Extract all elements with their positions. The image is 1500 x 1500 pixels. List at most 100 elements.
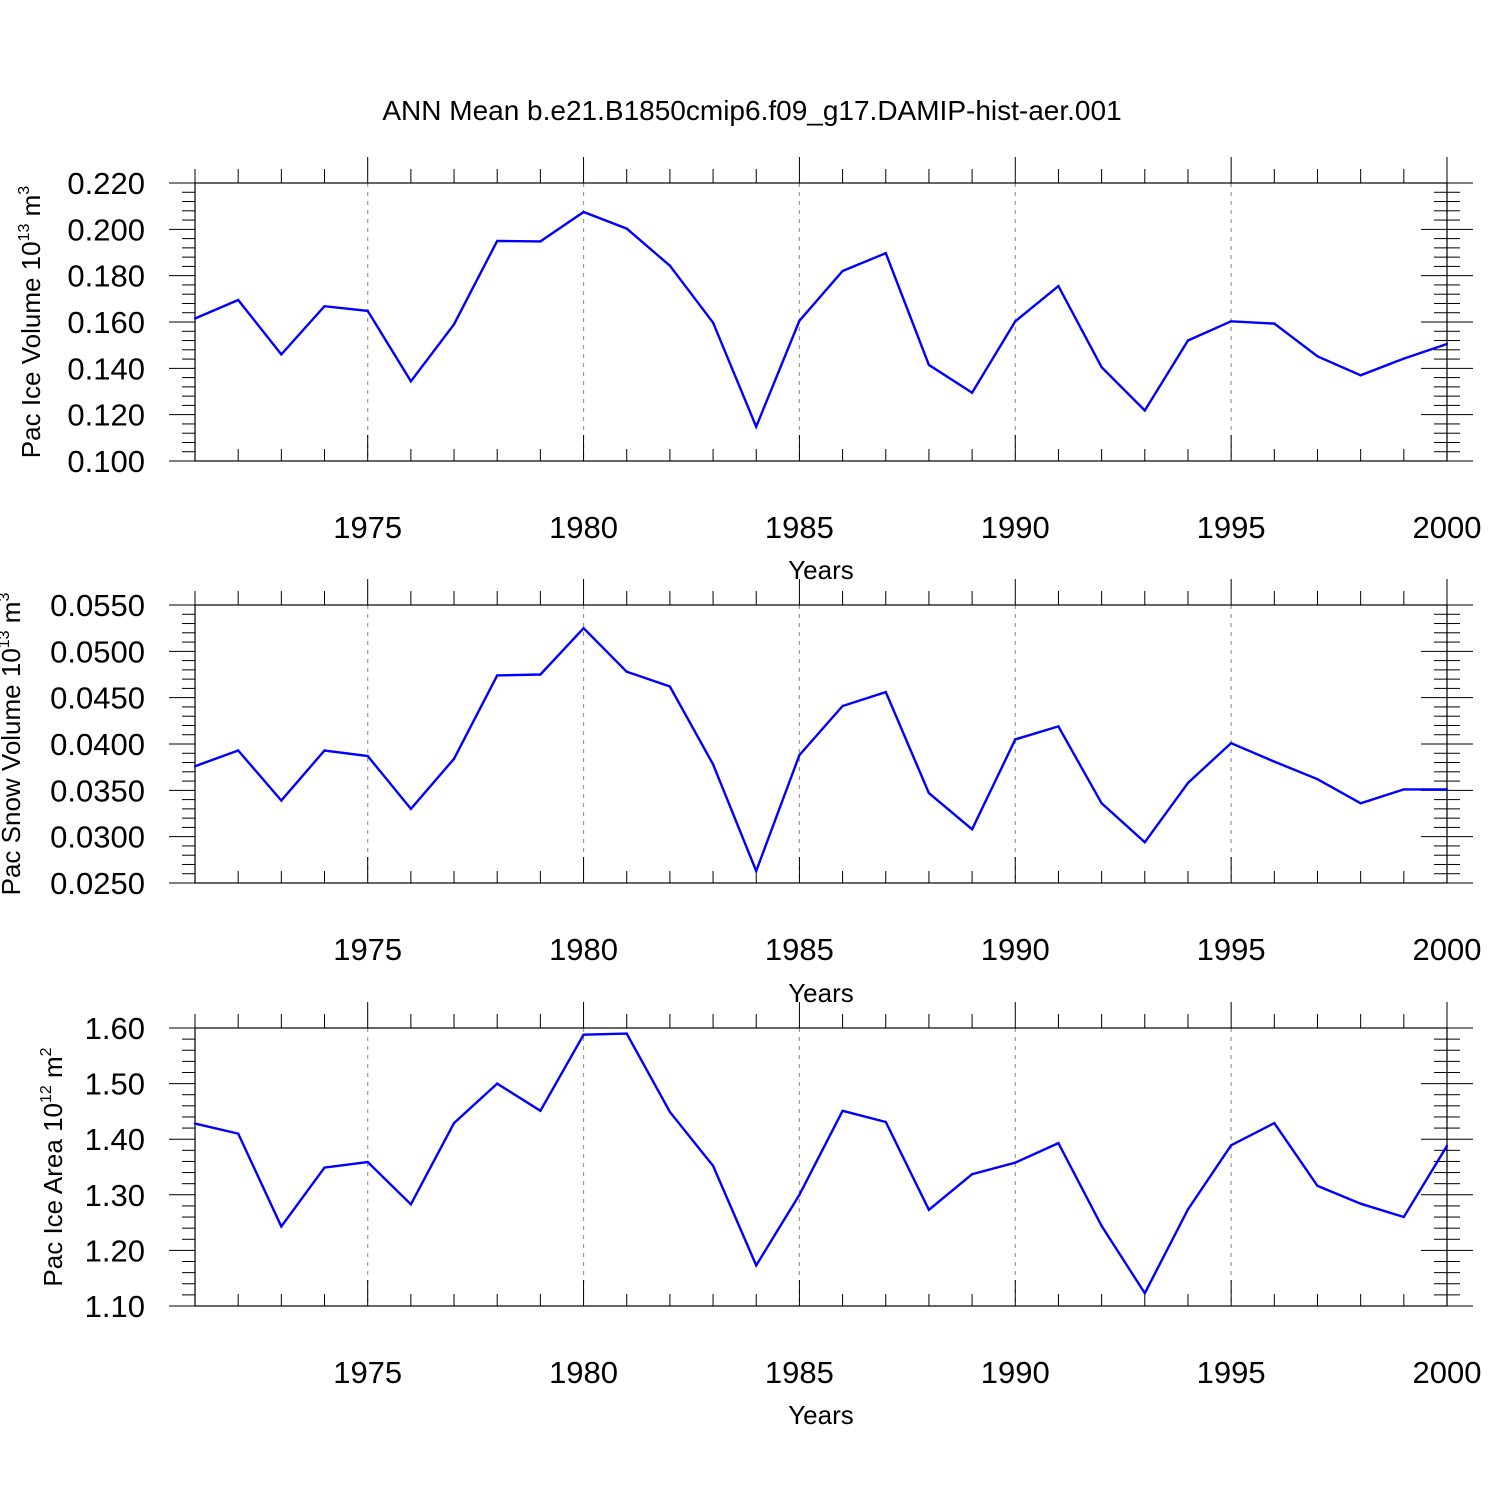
snow-volume-data-point [927, 791, 931, 795]
ice-volume-data-point [1273, 322, 1276, 325]
ice-volume-series-line [194, 210, 1448, 430]
ice-area-data-point [1057, 1141, 1060, 1145]
ice-volume-data-point [193, 317, 197, 320]
ice-area-data-point [323, 1166, 326, 1169]
ice-volume-data-point [1014, 320, 1017, 323]
ice-area-xtick-label: 1980 [549, 1355, 618, 1390]
snow-volume-data-point [366, 754, 369, 758]
snow-volume-data-point [1316, 778, 1319, 781]
ice-area-data-point [841, 1109, 844, 1113]
ice-volume-data-point [1445, 342, 1449, 346]
ice-volume-data-point [1057, 284, 1060, 288]
ice-volume-panel: 1975 1980 1985 1990 1995 2000 0.100 0.120 0.140 0… [16, 157, 1481, 585]
ice-volume-data-point [970, 391, 974, 394]
ice-area-data-point [798, 1193, 801, 1197]
snow-volume-data-point [755, 869, 758, 873]
ice-area-data-point [625, 1032, 628, 1035]
snow-volume-ytick-label: 0.0500 [50, 634, 145, 669]
snow-volume-data-point [539, 673, 542, 676]
ice-area-data-point [1273, 1121, 1276, 1125]
snow-volume-xtick-label: 1980 [549, 932, 618, 967]
ice-area-xlabel: Years [788, 1400, 854, 1430]
snow-volume-data-point [496, 674, 499, 677]
snow-volume-data-point [1445, 788, 1449, 791]
ice-volume-xtick-label: 2000 [1413, 510, 1482, 545]
ice-volume-data-point [323, 305, 326, 308]
ice-volume-ytick-label: 0.160 [67, 305, 145, 340]
snow-volume-data-point [711, 763, 715, 766]
ice-area-xtick-label: 1985 [765, 1355, 834, 1390]
snow-volume-data-point [1100, 802, 1103, 805]
ice-volume-ytick-label: 0.120 [67, 398, 145, 433]
ice-area-data-point [1445, 1144, 1449, 1148]
ice-area-data-point [711, 1164, 715, 1168]
snow-volume-data-point [452, 757, 456, 761]
ice-area-ytick-label: 1.30 [85, 1178, 145, 1213]
snow-volume-data-point [193, 765, 197, 768]
ice-area-data-point [582, 1033, 585, 1036]
ice-area-data-point [884, 1120, 887, 1124]
ice-volume-data-point [1359, 374, 1362, 377]
ice-area-ytick-label: 1.60 [85, 1011, 145, 1046]
snow-volume-panel: 1975 1980 1985 1990 1995 2000 0.0250 0.0300 0.03… [0, 579, 1481, 1008]
snow-volume-ytick-label: 0.0250 [50, 866, 145, 901]
ice-area-data-point [1229, 1144, 1233, 1147]
ice-volume-data-point [582, 210, 585, 214]
ice-area-data-point [668, 1110, 672, 1114]
ice-volume-data-point [1100, 365, 1103, 369]
ice-volume-data-point [711, 321, 715, 324]
ice-volume-xtick-label: 1990 [981, 510, 1050, 545]
ice-volume-ytick-label: 0.140 [67, 351, 145, 386]
ice-area-data-point [366, 1160, 369, 1164]
ice-volume-xtick-label: 1980 [549, 510, 618, 545]
ice-area-data-point [1100, 1224, 1103, 1228]
ice-area-data-point [970, 1173, 974, 1176]
snow-volume-data-point [280, 799, 283, 802]
snow-volume-data-point [323, 749, 326, 752]
snow-volume-ytick-label: 0.0300 [50, 820, 145, 855]
ice-area-xtick-label: 1990 [981, 1355, 1050, 1390]
ice-volume-data-point [1186, 339, 1190, 342]
ice-volume-ylabel: Pac Ice Volume 1013 m3 [16, 186, 46, 459]
ice-area-xtick-label: 1995 [1197, 1355, 1266, 1390]
ice-volume-xtick-label: 1975 [333, 510, 402, 545]
snow-volume-ytick-label: 0.0350 [50, 773, 145, 808]
ice-area-ytick-label: 1.40 [85, 1122, 145, 1157]
ice-area-data-point [1143, 1292, 1146, 1295]
snow-volume-data-point [1143, 841, 1146, 844]
ice-area-ytick-label: 1.10 [85, 1289, 145, 1324]
ice-volume-ytick-label: 0.220 [67, 166, 145, 201]
ice-volume-data-point [366, 309, 369, 313]
snow-volume-data-point [582, 626, 585, 630]
ice-area-data-point [1014, 1161, 1017, 1164]
snow-volume-xlabel: Years [788, 978, 854, 1008]
ice-volume-data-point [236, 298, 240, 302]
ice-volume-data-point [280, 353, 283, 356]
ice-area-ylabel: Pac Ice Area 1012 m2 [38, 1047, 68, 1286]
ice-volume-data-point [798, 319, 801, 323]
ice-area-ytick-label: 1.50 [85, 1067, 145, 1102]
ice-area-ytick-label: 1.20 [85, 1233, 145, 1268]
ice-area-xtick-label: 2000 [1413, 1355, 1482, 1390]
ice-area-data-point [1316, 1184, 1319, 1188]
snow-volume-data-point [1402, 788, 1406, 791]
snow-volume-series-line [194, 626, 1447, 875]
ice-volume-ytick-label: 0.100 [67, 444, 145, 479]
snow-volume-data-point [409, 807, 413, 811]
ice-volume-data-point [927, 363, 931, 367]
snow-volume-data-point [884, 690, 887, 694]
snow-volume-data-point [1359, 802, 1362, 805]
snow-volume-xtick-label: 1975 [333, 932, 402, 967]
snow-volume-data-point [841, 704, 844, 708]
ice-area-data-point [1359, 1202, 1362, 1205]
ice-area-data-point [927, 1208, 931, 1212]
snow-volume-data-point [668, 685, 672, 688]
ice-volume-data-point [1402, 357, 1406, 360]
snow-volume-plot-frame [194, 604, 1448, 884]
snow-volume-data-point [798, 753, 801, 757]
ice-area-data-point [1402, 1215, 1406, 1219]
ice-volume-data-point [1316, 355, 1319, 358]
ice-area-data-point [236, 1132, 240, 1135]
snow-volume-data-point [1057, 725, 1060, 728]
